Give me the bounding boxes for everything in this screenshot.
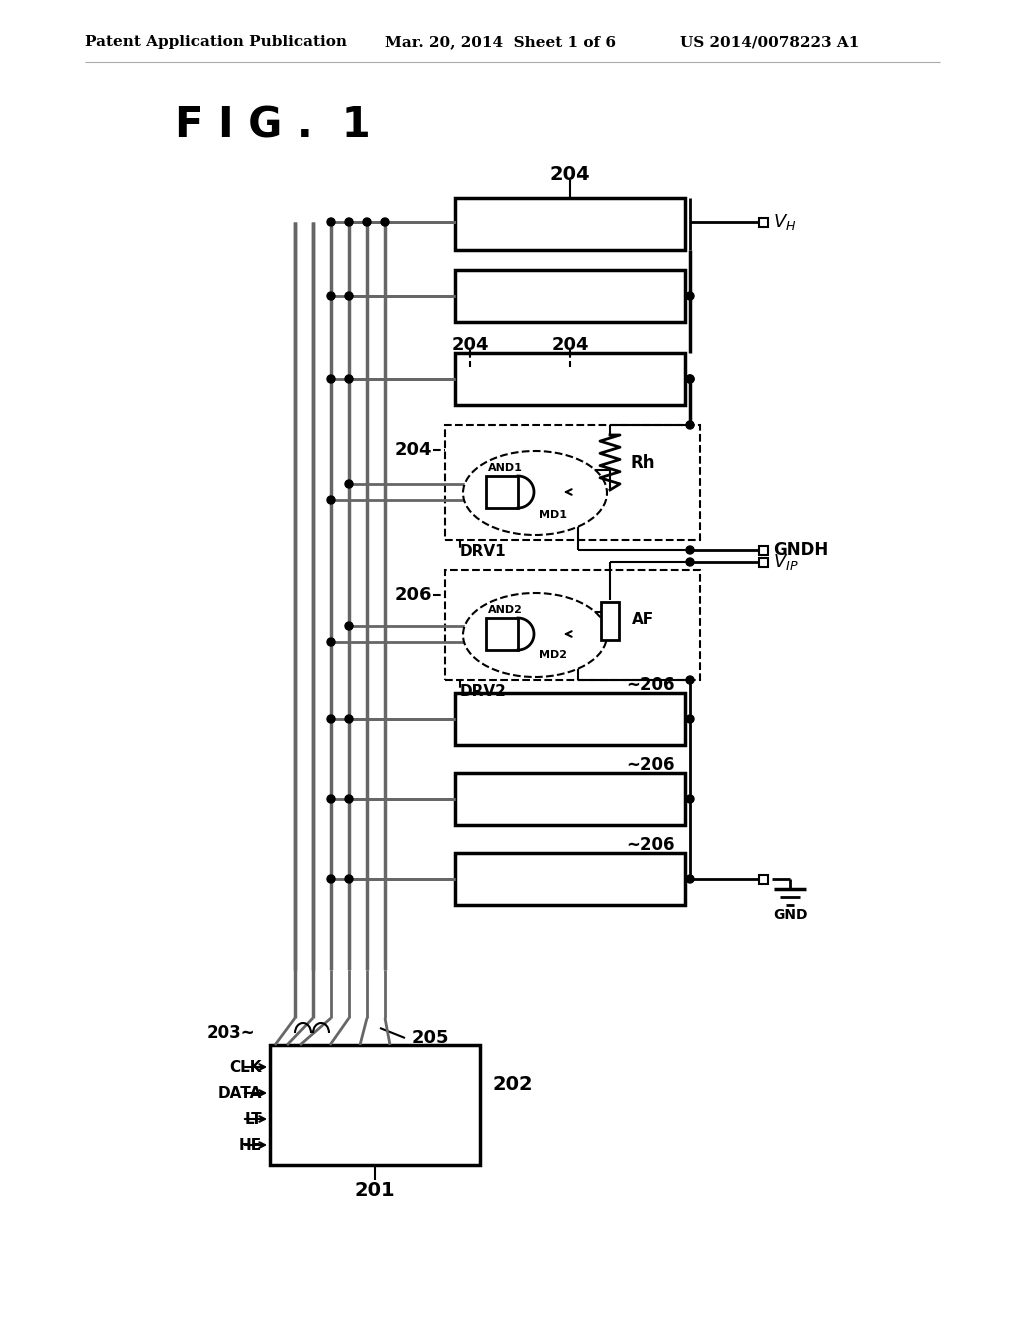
Text: 203~: 203~ xyxy=(207,1024,255,1041)
Circle shape xyxy=(686,676,694,684)
Text: 204: 204 xyxy=(550,165,590,185)
Text: 205: 205 xyxy=(412,1030,449,1047)
Circle shape xyxy=(686,421,694,429)
Circle shape xyxy=(686,546,694,554)
Circle shape xyxy=(345,622,353,630)
Circle shape xyxy=(327,292,335,300)
Ellipse shape xyxy=(463,593,607,677)
Text: F I G .  1: F I G . 1 xyxy=(175,104,371,147)
Text: AND2: AND2 xyxy=(487,605,522,615)
Bar xyxy=(455,352,685,405)
Text: ~206: ~206 xyxy=(627,676,675,694)
Circle shape xyxy=(345,375,353,383)
Bar xyxy=(601,602,618,640)
Text: MD1: MD1 xyxy=(539,510,567,520)
Text: 204: 204 xyxy=(394,441,432,459)
Text: LT: LT xyxy=(245,1111,262,1126)
Circle shape xyxy=(327,638,335,645)
Bar xyxy=(455,198,685,249)
Text: MD2: MD2 xyxy=(539,649,567,660)
Bar xyxy=(759,557,768,566)
Text: $V_H$: $V_H$ xyxy=(773,213,797,232)
Text: AF: AF xyxy=(632,612,654,627)
Text: Rh: Rh xyxy=(630,454,654,471)
Text: GNDH: GNDH xyxy=(773,541,828,558)
Circle shape xyxy=(686,375,694,383)
Circle shape xyxy=(686,795,694,803)
Circle shape xyxy=(686,558,694,566)
Text: Patent Application Publication: Patent Application Publication xyxy=(85,36,347,49)
Circle shape xyxy=(345,715,353,723)
Text: 202: 202 xyxy=(492,1076,532,1094)
Circle shape xyxy=(327,875,335,883)
Bar xyxy=(270,1045,480,1166)
Text: US 2014/0078223 A1: US 2014/0078223 A1 xyxy=(680,36,859,49)
Bar xyxy=(486,477,518,508)
Circle shape xyxy=(686,875,694,883)
Circle shape xyxy=(327,375,335,383)
Bar xyxy=(455,271,685,322)
Circle shape xyxy=(345,875,353,883)
Text: 204: 204 xyxy=(452,337,488,354)
Circle shape xyxy=(345,795,353,803)
Text: GND: GND xyxy=(773,908,807,921)
Circle shape xyxy=(345,218,353,226)
Circle shape xyxy=(345,292,353,300)
Text: DRV1: DRV1 xyxy=(460,544,507,560)
Bar xyxy=(486,618,518,649)
Text: AND1: AND1 xyxy=(487,463,522,473)
Circle shape xyxy=(686,292,694,300)
Text: $V_{IP}$: $V_{IP}$ xyxy=(773,552,799,572)
Bar xyxy=(759,545,768,554)
Text: CLK: CLK xyxy=(229,1060,262,1074)
Bar xyxy=(455,693,685,744)
Text: 201: 201 xyxy=(354,1180,395,1200)
Circle shape xyxy=(345,480,353,488)
Circle shape xyxy=(327,715,335,723)
Bar xyxy=(455,853,685,906)
Circle shape xyxy=(381,218,389,226)
Circle shape xyxy=(327,795,335,803)
Bar xyxy=(759,874,768,883)
Ellipse shape xyxy=(463,451,607,535)
Text: 204: 204 xyxy=(551,337,589,354)
Text: 206: 206 xyxy=(394,586,432,605)
Text: Mar. 20, 2014  Sheet 1 of 6: Mar. 20, 2014 Sheet 1 of 6 xyxy=(385,36,616,49)
Text: ~206: ~206 xyxy=(627,836,675,854)
Circle shape xyxy=(327,218,335,226)
Bar xyxy=(455,774,685,825)
Text: DATA: DATA xyxy=(218,1085,262,1101)
Text: DRV2: DRV2 xyxy=(460,685,507,700)
Text: HE: HE xyxy=(239,1138,262,1152)
Bar xyxy=(445,570,700,680)
Bar xyxy=(445,425,700,540)
Circle shape xyxy=(686,715,694,723)
Bar xyxy=(759,218,768,227)
Circle shape xyxy=(362,218,371,226)
Circle shape xyxy=(327,496,335,504)
Text: ~206: ~206 xyxy=(627,756,675,774)
Circle shape xyxy=(686,375,694,383)
